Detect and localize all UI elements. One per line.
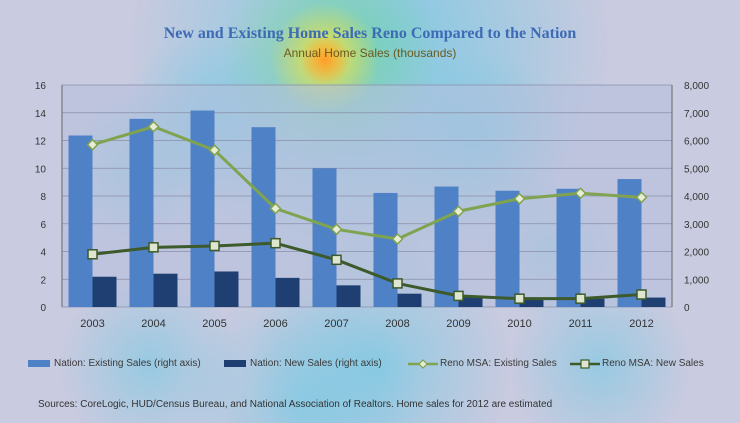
bar-nation-new (214, 271, 239, 307)
left-tick-label: 16 (35, 81, 47, 92)
legend-label-nation-existing: Nation: Existing Sales (right axis) (54, 358, 201, 369)
reno-new-point (331, 254, 342, 266)
x-tick-label: 2006 (263, 318, 287, 330)
right-tick-label: 7,000 (684, 109, 709, 120)
x-tick-label: 2010 (507, 318, 531, 330)
bar-nation-existing (129, 118, 154, 307)
x-tick-label: 2011 (569, 318, 593, 330)
reno-new-point (453, 290, 464, 302)
reno-new-point (270, 237, 281, 249)
legend-swatch-reno-existing (408, 358, 438, 369)
left-tick-label: 8 (40, 192, 46, 203)
legend-item-reno-existing: Reno MSA: Existing Sales (408, 358, 557, 369)
bar-nation-existing (312, 168, 337, 307)
chart-legend: Nation: Existing Sales (right axis) Nati… (28, 358, 728, 376)
reno-new-point (575, 293, 586, 304)
right-tick-label: 5,000 (684, 164, 709, 175)
reno-new-point (392, 278, 403, 289)
reno-new-point (148, 242, 159, 253)
reno-new-point (87, 249, 98, 260)
sources-note: Sources: CoreLogic, HUD/Census Bureau, a… (38, 399, 553, 410)
x-tick-label: 2004 (141, 318, 165, 330)
bar-nation-new (275, 277, 300, 307)
chart-subtitle: Annual Home Sales (thousands) (283, 46, 457, 60)
right-tick-label: 1,000 (684, 275, 709, 286)
legend-label-reno-new: Reno MSA: New Sales (602, 358, 704, 369)
chart-title: New and Existing Home Sales Reno Compare… (163, 25, 577, 42)
x-tick-label: 2008 (385, 318, 409, 330)
legend-label-reno-existing: Reno MSA: Existing Sales (440, 358, 557, 369)
left-tick-label: 6 (40, 220, 46, 231)
reno-new-point (514, 293, 525, 304)
left-tick-label: 10 (35, 164, 47, 175)
right-tick-label: 2,000 (684, 248, 709, 259)
bar-nation-existing (190, 110, 215, 307)
right-tick-label: 3,000 (684, 220, 709, 231)
reno-new-point (636, 289, 647, 300)
bar-nation-existing (251, 127, 276, 308)
bar-nation-new (153, 273, 178, 307)
x-tick-label: 2012 (629, 318, 653, 330)
left-tick-label: 2 (40, 275, 46, 286)
left-tick-label: 12 (35, 137, 47, 148)
bar-nation-existing (373, 192, 398, 307)
bar-nation-existing (495, 190, 520, 307)
right-tick-label: 6,000 (684, 137, 709, 148)
legend-swatch-nation-existing (28, 360, 50, 367)
x-tick-label: 2007 (324, 318, 348, 330)
bar-nation-existing (556, 188, 581, 307)
right-tick-label: 8,000 (684, 81, 709, 92)
right-tick-label: 0 (684, 303, 690, 314)
x-tick-label: 2005 (202, 318, 226, 330)
legend-label-nation-new: Nation: New Sales (right axis) (250, 358, 382, 369)
bar-nation-new (397, 293, 422, 307)
legend-item-nation-new: Nation: New Sales (right axis) (224, 358, 382, 369)
x-tick-label: 2009 (446, 318, 470, 330)
x-tick-label: 2003 (80, 318, 104, 330)
bar-nation-new (336, 285, 361, 307)
legend-swatch-reno-new (570, 358, 600, 369)
legend-item-nation-existing: Nation: Existing Sales (right axis) (28, 358, 201, 369)
left-tick-label: 4 (40, 248, 46, 259)
bar-nation-existing (68, 135, 93, 307)
bar-nation-new (92, 276, 117, 307)
legend-swatch-nation-new (224, 360, 246, 367)
left-tick-label: 0 (40, 303, 46, 314)
left-tick-label: 14 (35, 109, 47, 120)
legend-item-reno-new: Reno MSA: New Sales (570, 358, 704, 369)
bar-nation-existing (434, 186, 459, 307)
reno-new-point (209, 240, 220, 252)
right-tick-label: 4,000 (684, 192, 709, 203)
